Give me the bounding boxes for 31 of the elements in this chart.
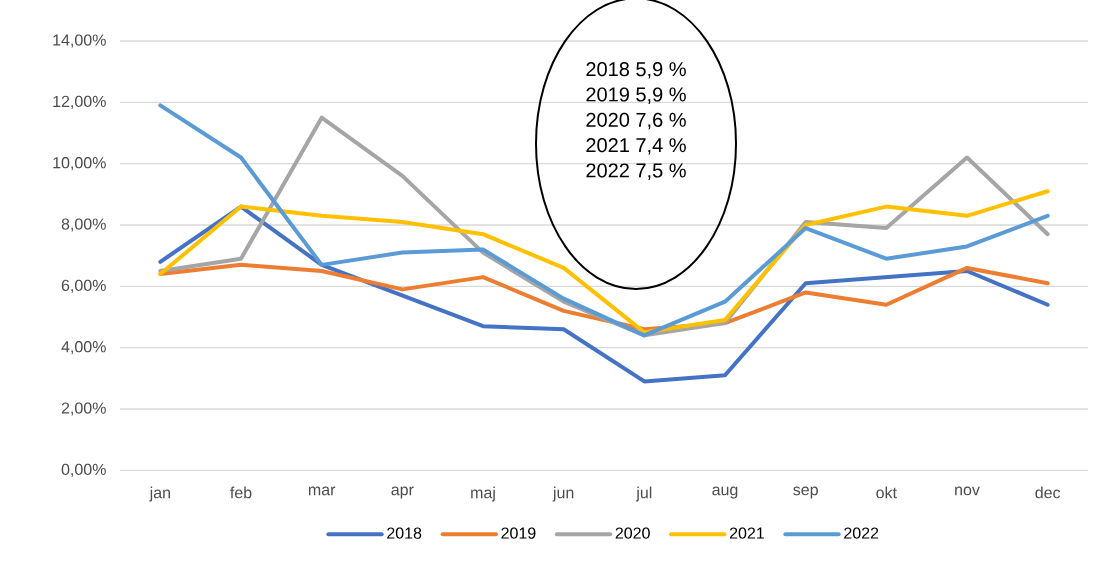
legend-label: 2019 <box>501 527 536 539</box>
x-tick-label: maj <box>471 486 495 502</box>
y-tick-label: 12,00% <box>53 95 106 109</box>
x-tick-label: sep <box>793 486 818 499</box>
x-tick-label: nov <box>955 486 980 496</box>
x-tick-label: feb <box>230 486 252 499</box>
annotation: 2022 7,5 % <box>586 163 686 180</box>
annotation: 2019 5,9 % <box>586 87 686 104</box>
annotation: 2021 7,4 % <box>586 138 686 155</box>
x-tick-label: jul <box>635 486 652 502</box>
y-tick-label: 10,00% <box>53 157 106 171</box>
annotation: 2018 5,9 % <box>586 62 686 79</box>
x-tick-label: mar <box>308 486 336 496</box>
legend-label: 2021 <box>729 527 764 539</box>
legend-label: 2022 <box>844 527 879 539</box>
y-tick-label: 14,00% <box>53 34 106 48</box>
x-tick-label: okt <box>876 486 897 499</box>
x-tick-label: aug <box>712 486 738 499</box>
x-tick-label: jun <box>552 486 574 502</box>
y-tick-label: 4,00% <box>61 341 106 355</box>
y-tick-label: 6,00% <box>61 279 106 293</box>
y-tick-label: 0,00% <box>61 463 106 477</box>
legend-label: 2020 <box>615 527 650 539</box>
legend-label: 2018 <box>387 527 422 539</box>
x-tick-label: jan <box>149 486 170 502</box>
y-tick-label: 8,00% <box>61 218 106 232</box>
annotation: 2020 7,6 % <box>586 112 686 130</box>
line-series <box>158 189 1050 335</box>
x-tick-label: apr <box>391 486 414 499</box>
y-tick-label: 2,00% <box>61 402 106 416</box>
x-tick-label: dec <box>1035 486 1061 499</box>
